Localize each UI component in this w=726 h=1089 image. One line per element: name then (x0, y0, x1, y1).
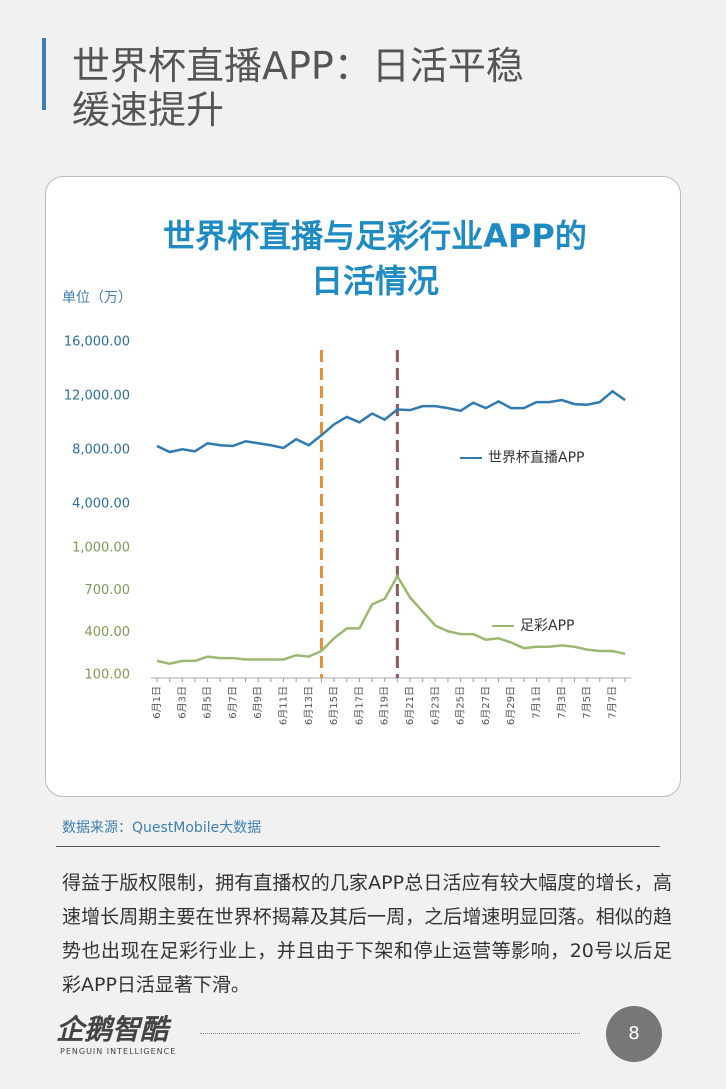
paragraph: 得益于版权限制，拥有直播权的几家APP总日活应有较大幅度的增长，高速增长周期主要… (62, 872, 672, 996)
x-tick-label: 6月9日 (252, 686, 264, 719)
legend-label: 足彩APP (520, 618, 574, 634)
logo-subtitle: PENGUIN INTELLIGENCE (60, 1047, 177, 1056)
x-tick-label: 7月3日 (556, 686, 568, 719)
series-line (156, 389, 626, 454)
chart-title: 世界杯直播与足彩行业APP的 (163, 217, 587, 255)
y-tick-label: 1,000.00 (72, 541, 130, 556)
divider (56, 846, 660, 847)
x-tick-label: 6月17日 (353, 686, 365, 725)
x-tick-label: 7月7日 (606, 686, 618, 719)
x-tick-label: 6月3日 (176, 686, 188, 719)
x-tick-label: 7月1日 (531, 686, 543, 719)
page-number: 8 (606, 1006, 662, 1062)
x-tick-label: 7月5日 (581, 686, 593, 719)
unit-label: 单位（万） (62, 290, 132, 306)
page-title: 世界杯直播APP：日活平稳 缓速提升 (72, 44, 524, 132)
y-tick-label: 4,000.00 (72, 497, 130, 512)
x-tick-label: 6月21日 (404, 686, 416, 725)
x-tick-label: 6月15日 (328, 686, 340, 725)
accent-bar (42, 38, 46, 110)
x-tick-label: 6月7日 (227, 686, 239, 719)
title-line: 缓速提升 (72, 88, 225, 132)
logo: 企鹅智酷 (56, 1013, 169, 1046)
x-tick-label: 6月23日 (429, 686, 441, 725)
x-tick-label: 6月19日 (379, 686, 391, 725)
x-tick-label: 6月25日 (455, 686, 467, 725)
y-tick-label: 12,000.00 (64, 389, 130, 404)
y-tick-label: 16,000.00 (64, 335, 130, 350)
x-tick-label: 6月11日 (278, 686, 290, 725)
x-tick-label: 6月1日 (151, 686, 163, 719)
footer-rule (200, 1033, 580, 1034)
x-tick-label: 6月5日 (202, 686, 214, 719)
chart-title: 日活情况 (311, 262, 439, 300)
x-tick-label: 6月29日 (505, 686, 517, 725)
y-tick-label: 100.00 (85, 668, 131, 683)
x-tick-label: 6月13日 (303, 686, 315, 725)
x-tick-label: 6月27日 (480, 686, 492, 725)
source: 数据来源：QuestMobile大数据 (62, 820, 262, 836)
y-tick-label: 8,000.00 (72, 443, 130, 458)
title-line: 世界杯直播APP：日活平稳 (72, 44, 524, 88)
chart-card (45, 176, 681, 797)
y-tick-label: 400.00 (85, 625, 131, 640)
series-line (156, 573, 626, 665)
y-tick-label: 700.00 (85, 583, 131, 598)
legend-label: 世界杯直播APP (488, 449, 584, 466)
